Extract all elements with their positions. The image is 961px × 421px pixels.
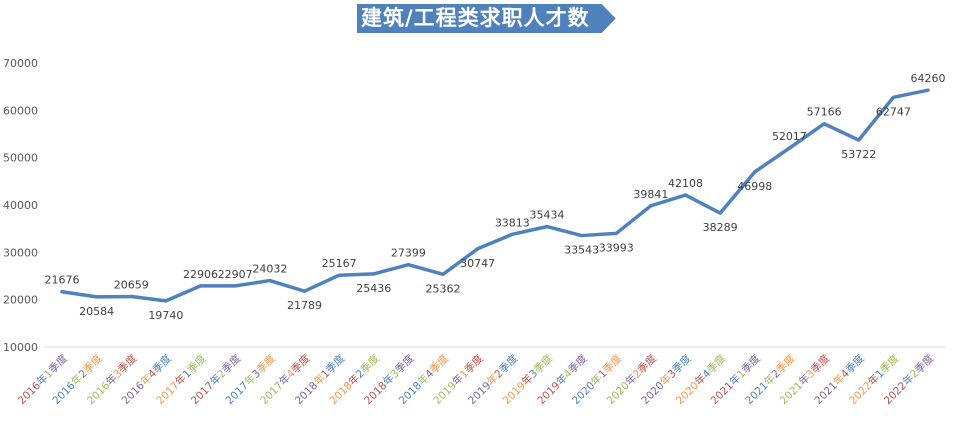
y-tick-label: 70000	[3, 57, 38, 70]
data-label: 25436	[356, 282, 391, 295]
data-point	[60, 290, 64, 294]
y-tick-label: 40000	[3, 199, 38, 212]
y-tick-label: 20000	[3, 294, 38, 307]
data-point	[406, 263, 410, 267]
data-line	[60, 88, 930, 303]
data-point	[337, 273, 341, 277]
data-point	[268, 279, 272, 283]
data-point	[857, 138, 861, 142]
data-point	[441, 272, 445, 276]
data-point	[510, 232, 514, 236]
data-label: 24032	[252, 263, 287, 276]
data-label: 22907	[218, 268, 253, 281]
data-point	[233, 284, 237, 288]
data-point	[614, 231, 618, 235]
data-label: 62747	[876, 105, 911, 118]
data-label: 53722	[841, 148, 876, 161]
data-point	[684, 193, 688, 197]
data-label: 22906	[183, 268, 218, 281]
data-point	[649, 204, 653, 208]
data-label: 19740	[148, 309, 183, 322]
data-point	[891, 95, 895, 99]
data-label: 57166	[807, 106, 842, 119]
data-point	[372, 272, 376, 276]
y-tick-label: 30000	[3, 246, 38, 259]
data-label: 38289	[703, 221, 738, 234]
data-point	[545, 225, 549, 229]
data-label: 33813	[495, 216, 530, 229]
data-label: 25362	[426, 282, 461, 295]
data-point	[926, 88, 930, 92]
data-label: 30747	[460, 257, 495, 270]
y-tick-label: 10000	[3, 341, 38, 354]
data-point	[580, 234, 584, 238]
data-point	[753, 170, 757, 174]
data-point	[129, 295, 133, 299]
data-label: 33993	[599, 241, 634, 254]
data-point	[95, 295, 99, 299]
chart-title: 建筑/工程类求职人才数	[357, 4, 616, 33]
data-label: 35434	[529, 209, 564, 222]
data-point	[718, 211, 722, 215]
data-label: 20584	[79, 305, 114, 318]
data-label: 27399	[391, 247, 426, 260]
data-point	[164, 299, 168, 303]
data-label: 21676	[45, 274, 80, 287]
data-point	[787, 146, 791, 150]
data-label: 52017	[772, 130, 807, 143]
data-label: 25167	[322, 257, 357, 270]
data-point	[199, 284, 203, 288]
data-label: 42108	[668, 177, 703, 190]
data-point	[822, 122, 826, 126]
y-tick-label: 50000	[3, 152, 38, 165]
y-tick-label: 60000	[3, 104, 38, 117]
data-label: 33543	[564, 244, 599, 257]
data-label: 39841	[633, 188, 668, 201]
data-point	[476, 247, 480, 251]
data-label: 64260	[911, 72, 946, 85]
data-label: 46998	[737, 180, 772, 193]
data-label: 21789	[287, 299, 322, 312]
data-point	[302, 289, 306, 293]
data-label: 20659	[114, 279, 149, 292]
